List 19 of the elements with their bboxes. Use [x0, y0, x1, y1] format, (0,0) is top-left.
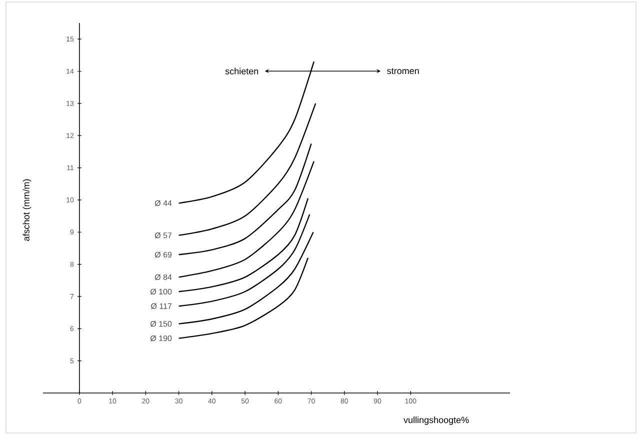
series-label: Ø 190 [150, 335, 172, 342]
line-series [178, 257, 309, 339]
x-axis-title: vullingshoogte% [404, 416, 469, 425]
series-label: Ø 44 [154, 200, 172, 206]
line-series [178, 143, 312, 256]
series-label: Ø 150 [150, 320, 172, 327]
series-label: Ø 57 [154, 232, 172, 238]
series-label: Ø 100 [150, 288, 172, 295]
annotation: stromen [387, 68, 419, 74]
y-axis-title: afschot (mm/m) [22, 179, 32, 241]
line-series [178, 198, 309, 292]
series-label: Ø 117 [151, 303, 172, 310]
annotation: schieten [225, 68, 258, 74]
line-series [178, 232, 314, 324]
line-series [178, 160, 315, 278]
line-series [178, 214, 310, 307]
line-series [178, 102, 316, 236]
series-label: Ø 84 [154, 274, 172, 280]
series-label: Ø 69 [154, 252, 172, 258]
